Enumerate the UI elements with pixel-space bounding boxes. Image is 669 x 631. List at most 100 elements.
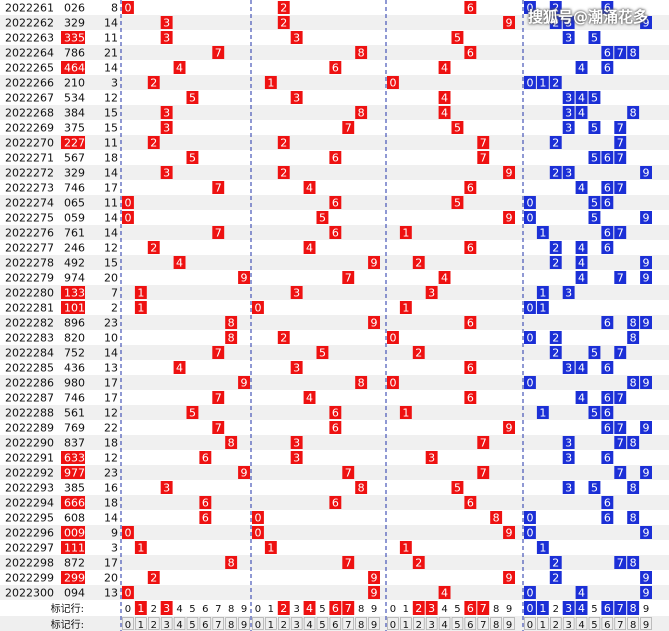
tens-cell — [355, 106, 368, 119]
distribution-cell — [588, 121, 601, 134]
hundreds-digit: 4 — [176, 62, 183, 75]
lottery-number: 246 — [64, 242, 85, 255]
lottery-number: 746 — [64, 392, 85, 405]
distribution-digit: 4 — [578, 242, 585, 255]
distribution-digit: 7 — [617, 47, 624, 60]
sum-value: 17 — [104, 392, 118, 405]
distribution-cell — [601, 151, 614, 164]
sum-value: 23 — [104, 317, 118, 330]
tens-cell — [303, 181, 316, 194]
lottery-number: 065 — [64, 197, 85, 210]
tens-digit: 6 — [332, 197, 339, 210]
units-digit: 4 — [441, 92, 448, 105]
tens-cell — [329, 421, 342, 434]
lottery-number: 746 — [64, 182, 85, 195]
footer-marked-cell — [627, 601, 640, 615]
tens-digit: 9 — [371, 587, 378, 600]
distribution-digit: 7 — [617, 422, 624, 435]
sum-value: 18 — [104, 437, 118, 450]
hundreds-cell — [225, 316, 238, 329]
distribution-cell — [562, 16, 575, 29]
distribution-cell — [614, 46, 627, 59]
period-label: 2022290 — [5, 437, 54, 450]
distribution-cell — [549, 76, 562, 89]
footer-digit: 7 — [617, 602, 624, 615]
footer-digit: 8 — [358, 604, 364, 615]
footer-cell-box — [425, 617, 438, 630]
distribution-cell — [524, 586, 536, 599]
hundreds-digit: 7 — [215, 182, 222, 195]
distribution-cell — [549, 256, 562, 269]
lottery-number: 977 — [64, 467, 85, 480]
footer-digit: 2 — [281, 620, 287, 631]
footer-marked-cell — [524, 601, 536, 615]
distribution-digit: 6 — [604, 227, 611, 240]
units-cell — [387, 331, 399, 344]
distribution-digit: 2 — [552, 17, 559, 30]
hundreds-digit: 9 — [241, 467, 248, 480]
hundreds-cell — [122, 196, 134, 209]
footer-digit: 3 — [565, 620, 571, 631]
distribution-cell — [575, 61, 588, 74]
hundreds-cell — [186, 406, 199, 419]
tens-digit: 3 — [293, 362, 300, 375]
number-highlight — [61, 526, 85, 539]
number-highlight — [61, 571, 85, 584]
distribution-cell — [524, 376, 536, 389]
footer-digit: 3 — [163, 602, 170, 615]
distribution-digit: 9 — [643, 317, 650, 330]
sum-value: 17 — [104, 377, 118, 390]
sum-value: 11 — [104, 32, 118, 45]
distribution-cell — [536, 301, 549, 314]
distribution-digit: 5 — [591, 407, 598, 420]
hundreds-cell — [134, 541, 147, 554]
hundreds-digit: 2 — [150, 572, 157, 585]
footer-marked-cell — [562, 601, 575, 615]
hundreds-cell — [122, 211, 134, 224]
tens-digit: 1 — [267, 542, 274, 555]
distribution-digit: 6 — [604, 392, 611, 405]
hundreds-cell — [173, 61, 186, 74]
lottery-number: 492 — [64, 257, 85, 270]
tens-digit: 2 — [280, 2, 287, 15]
row-stripe — [0, 555, 669, 570]
footer-cell-box — [329, 617, 342, 630]
units-cell — [503, 421, 515, 434]
distribution-cell — [549, 1, 562, 14]
footer-digit: 1 — [540, 620, 546, 631]
sum-value: 8 — [111, 2, 118, 15]
distribution-digit: 9 — [643, 587, 650, 600]
number-highlight — [61, 301, 85, 314]
distribution-cell — [549, 556, 562, 569]
sum-value: 9 — [111, 527, 118, 540]
tens-cell — [264, 541, 277, 554]
units-cell — [451, 481, 464, 494]
row-stripe — [0, 135, 669, 150]
distribution-cell — [536, 286, 549, 299]
lottery-number: 133 — [64, 287, 85, 300]
footer-cell-box — [524, 617, 536, 630]
distribution-digit: 9 — [643, 17, 650, 30]
footer-digit: 3 — [428, 620, 434, 631]
footer-cell-box — [225, 617, 237, 630]
units-cell — [503, 526, 515, 539]
row-stripe — [0, 435, 669, 450]
lottery-number: 210 — [64, 77, 85, 90]
units-cell — [464, 241, 477, 254]
sum-value: 14 — [104, 167, 118, 180]
distribution-digit: 3 — [565, 362, 572, 375]
units-digit: 0 — [389, 77, 396, 90]
hundreds-cell — [186, 151, 199, 164]
footer-digit: 5 — [319, 620, 325, 631]
distribution-digit: 4 — [578, 107, 585, 120]
distribution-cell — [614, 346, 627, 359]
footer-cell-box — [368, 617, 380, 630]
tens-digit: 3 — [293, 452, 300, 465]
footer-cell-box — [290, 617, 303, 630]
footer-digit: 5 — [591, 620, 597, 631]
distribution-digit: 2 — [552, 572, 559, 585]
distribution-cell — [601, 241, 614, 254]
distribution-cell — [640, 586, 652, 599]
footer-digit: 6 — [467, 602, 474, 615]
